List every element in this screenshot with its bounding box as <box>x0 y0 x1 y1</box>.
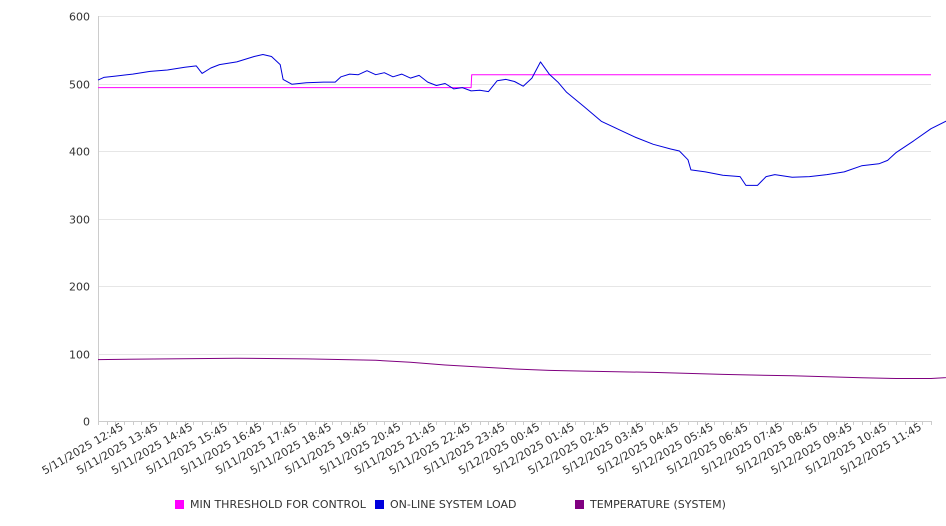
y-axis-tick-labels: 0 100 200 300 400 500 600 <box>69 11 90 429</box>
y-tick-label: 200 <box>69 281 90 294</box>
y-tick-label: 0 <box>83 416 90 429</box>
legend-label-system-load: ON-LINE SYSTEM LOAD <box>390 498 517 511</box>
series-line-0 <box>98 74 931 89</box>
legend-item-min-threshold: MIN THRESHOLD FOR CONTROL <box>175 498 366 511</box>
legend: MIN THRESHOLD FOR CONTROL ON-LINE SYSTEM… <box>0 498 946 514</box>
legend-label-min-threshold: MIN THRESHOLD FOR CONTROL <box>190 498 366 511</box>
series-lines <box>97 54 946 379</box>
y-tick-label: 400 <box>69 146 90 159</box>
y-tick-label: 500 <box>69 79 90 92</box>
gridlines <box>98 16 931 355</box>
series-line-2 <box>97 357 946 379</box>
y-tick-label: 100 <box>69 349 90 362</box>
x-axis-tick-labels: 5/11/2025 12:455/11/2025 13:455/11/2025 … <box>40 420 924 477</box>
series-line-1 <box>97 54 946 186</box>
legend-label-temperature: TEMPERATURE (SYSTEM) <box>590 498 726 511</box>
legend-swatch-min-threshold <box>175 500 184 509</box>
legend-swatch-temperature <box>575 500 584 509</box>
y-tick-label: 600 <box>69 11 90 24</box>
axes <box>98 16 932 425</box>
legend-swatch-system-load <box>375 500 384 509</box>
legend-item-temperature: TEMPERATURE (SYSTEM) <box>575 498 726 511</box>
y-tick-label: 300 <box>69 214 90 227</box>
legend-item-system-load: ON-LINE SYSTEM LOAD <box>375 498 516 511</box>
